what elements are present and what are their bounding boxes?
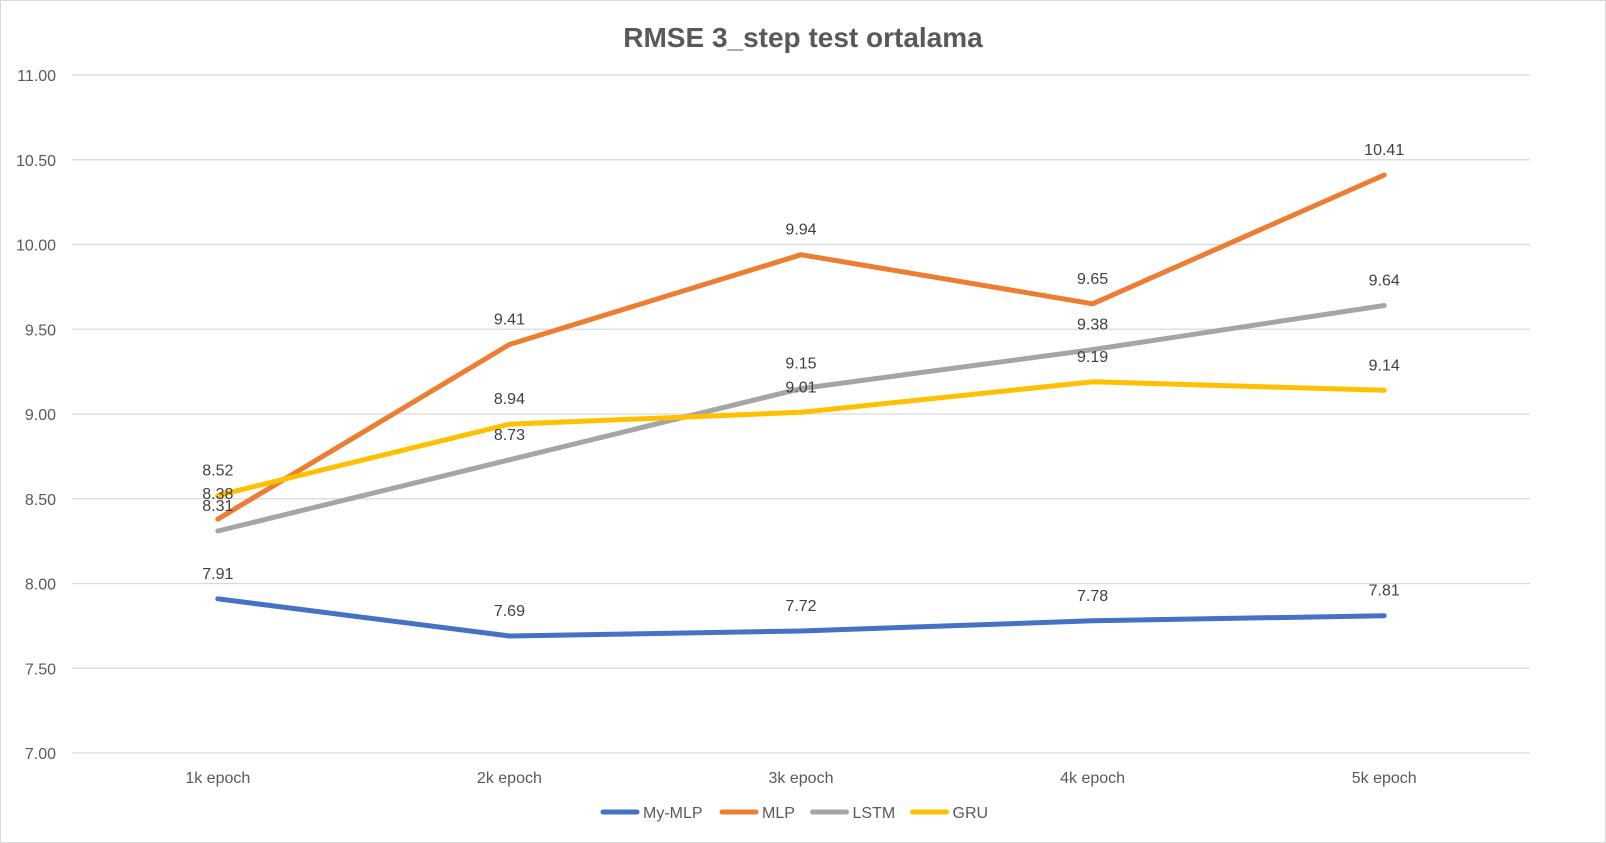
series-line-gru	[215, 379, 1387, 498]
data-label: 7.78	[1077, 588, 1108, 605]
series-line-my-mlp	[215, 596, 1387, 639]
y-tick-label: 9.50	[25, 322, 56, 339]
y-tick-label: 10.50	[16, 153, 56, 170]
y-tick-label: 8.50	[25, 492, 56, 509]
x-tick-label: 2k epoch	[477, 770, 542, 787]
data-label: 9.14	[1369, 357, 1400, 374]
legend-item-gru: GRU	[910, 805, 989, 822]
y-tick-label: 8.00	[25, 577, 56, 594]
data-label: 9.15	[785, 356, 816, 373]
data-label: 9.19	[1077, 349, 1108, 366]
legend-item-my-mlp: My-MLP	[600, 805, 703, 822]
x-tick-label: 5k epoch	[1352, 770, 1417, 787]
y-tick-label: 10.00	[16, 238, 56, 255]
x-tick-label: 3k epoch	[769, 770, 834, 787]
gridlines	[72, 74, 1530, 754]
legend-label: My-MLP	[643, 805, 703, 822]
x-tick-label: 1k epoch	[185, 770, 250, 787]
y-tick-label: 9.00	[25, 407, 56, 424]
x-axis: 1k epoch 2k epoch 3k epoch 4k epoch 5k epoch	[185, 770, 1416, 787]
data-label: 7.91	[202, 566, 233, 583]
data-labels: 7.91 7.69 7.72 7.78 7.81 8.38 9.41 9.94 9.65 10.4…	[202, 142, 1404, 620]
legend-label: GRU	[953, 805, 989, 822]
legend-label: LSTM	[853, 805, 896, 822]
data-label: 9.01	[785, 379, 816, 396]
legend-item-lstm: LSTM	[810, 805, 896, 822]
data-label: 7.81	[1369, 583, 1400, 600]
y-tick-label: 7.50	[25, 661, 56, 678]
y-axis: 7.00 7.50 8.00 8.50 9.00 9.50 10.00 10.50 11.00	[16, 68, 56, 763]
data-label: 8.52	[202, 462, 233, 479]
x-tick-label: 4k epoch	[1060, 770, 1125, 787]
data-label: 8.31	[202, 498, 233, 515]
legend-label: MLP	[762, 805, 795, 822]
data-label: 9.41	[494, 312, 525, 329]
data-label: 8.73	[494, 427, 525, 444]
data-label: 9.94	[785, 222, 816, 239]
series-line-lstm	[215, 303, 1387, 534]
data-label: 7.69	[494, 603, 525, 620]
data-label: 8.38	[202, 486, 233, 503]
legend-item-mlp: MLP	[719, 805, 795, 822]
data-label: 8.94	[494, 391, 525, 408]
y-tick-label: 11.00	[17, 68, 56, 85]
series-line-mlp	[215, 172, 1387, 522]
series-lines	[215, 172, 1387, 639]
y-tick-label: 7.00	[25, 746, 56, 763]
data-label: 7.72	[785, 598, 816, 615]
data-label: 9.65	[1077, 271, 1108, 288]
data-label: 10.41	[1364, 142, 1404, 159]
legend: My-MLP MLP LSTM GRU	[600, 805, 989, 822]
data-label: 9.38	[1077, 317, 1108, 334]
data-label: 9.64	[1369, 273, 1400, 290]
chart-title: RMSE 3_step test ortalama	[623, 22, 983, 53]
